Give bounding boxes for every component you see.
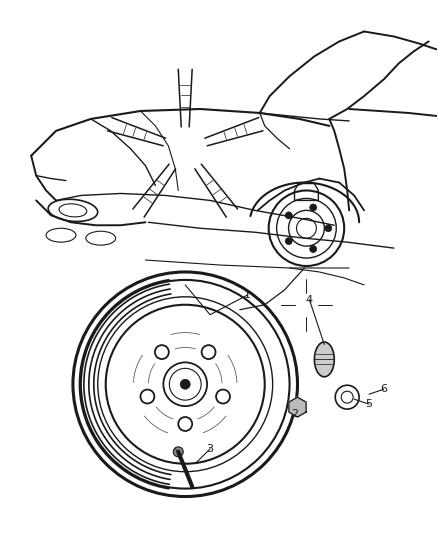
Circle shape	[285, 212, 292, 219]
Text: 3: 3	[207, 444, 214, 454]
Circle shape	[216, 390, 230, 403]
Polygon shape	[289, 397, 306, 417]
Text: 6: 6	[381, 384, 388, 394]
Text: 2: 2	[291, 409, 298, 419]
Ellipse shape	[314, 342, 334, 377]
Text: 5: 5	[366, 399, 373, 409]
Text: 1: 1	[244, 290, 251, 300]
Circle shape	[341, 391, 353, 403]
Circle shape	[173, 447, 183, 457]
Circle shape	[325, 225, 332, 232]
Circle shape	[141, 390, 154, 403]
Circle shape	[285, 238, 292, 245]
Circle shape	[310, 204, 317, 211]
Circle shape	[335, 385, 359, 409]
Circle shape	[201, 345, 215, 359]
Circle shape	[310, 246, 317, 253]
Circle shape	[178, 417, 192, 431]
Text: 4: 4	[306, 295, 313, 305]
Circle shape	[155, 345, 169, 359]
Circle shape	[180, 379, 190, 389]
